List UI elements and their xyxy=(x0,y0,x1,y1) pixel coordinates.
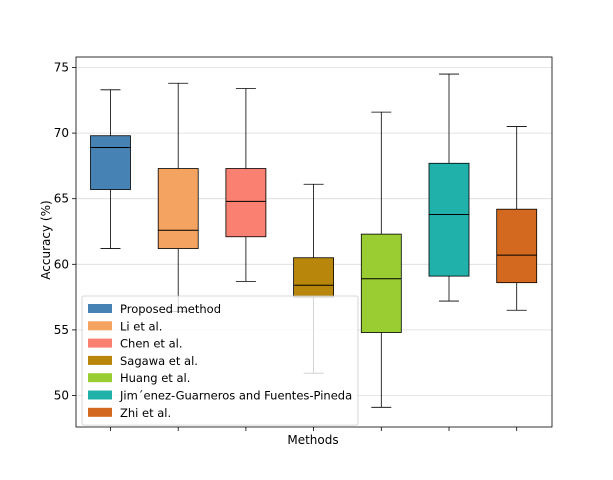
legend-swatch xyxy=(88,390,112,400)
legend-item: Huang et al. xyxy=(88,371,190,385)
legend-label: Zhi et al. xyxy=(120,406,171,420)
axes: 50 55 60 65 70 75 xyxy=(54,56,553,431)
legend-item: Chen et al. xyxy=(88,337,182,351)
y-tick-label: 55 xyxy=(54,323,69,337)
box-li-et-al- xyxy=(157,82,199,312)
plot-frame xyxy=(75,56,553,428)
legend-frame xyxy=(81,295,359,426)
box-body xyxy=(225,168,267,238)
legend-swatch xyxy=(88,304,112,313)
legend-item: Proposed method xyxy=(88,302,221,316)
box-body xyxy=(90,135,131,190)
box-body xyxy=(360,233,402,333)
y-tick-label: 75 xyxy=(54,60,69,74)
y-tick-label: 60 xyxy=(54,257,69,271)
legend-label: Jim´enez-Guarneros and Fuentes-Pineda xyxy=(119,389,352,403)
box-proposed-method xyxy=(90,89,131,249)
legend-swatch xyxy=(88,321,112,331)
x-axis-label: Methods xyxy=(287,433,338,447)
legend: Proposed method Li et al. Chen et al. Sagaw… xyxy=(81,295,359,426)
legend-swatch xyxy=(88,407,112,417)
legend-swatch xyxy=(88,355,112,365)
legend-item: Li et al. xyxy=(88,319,162,333)
legend-swatch xyxy=(88,373,112,383)
y-tick-label: 65 xyxy=(54,192,69,206)
box-huang-et-al- xyxy=(360,111,402,408)
y-tick-label: 50 xyxy=(54,389,69,403)
box-zhi-et-al- xyxy=(496,126,538,311)
y-tick-label: 70 xyxy=(54,126,69,140)
box-body xyxy=(428,162,470,277)
legend-item: Sagawa et al. xyxy=(88,354,198,368)
legend-label: Huang et al. xyxy=(120,371,190,385)
box-chen-et-al- xyxy=(225,88,267,282)
legend-item: Jim´enez-Guarneros and Fuentes-Pineda xyxy=(88,389,352,403)
legend-swatch xyxy=(88,338,112,348)
legend-label: Sagawa et al. xyxy=(120,354,198,368)
legend-item: Zhi et al. xyxy=(88,406,171,420)
box-jim-enez-guarneros-and-fuentes-pineda xyxy=(428,73,470,302)
box-body xyxy=(157,168,199,249)
legend-label: Proposed method xyxy=(120,302,221,316)
box-plots xyxy=(90,73,538,408)
box-body xyxy=(496,208,538,284)
y-axis-label: Accuracy (%) xyxy=(39,200,53,279)
box-body xyxy=(293,257,335,298)
legend-label: Chen et al. xyxy=(120,337,182,351)
legend-label: Li et al. xyxy=(120,319,162,333)
